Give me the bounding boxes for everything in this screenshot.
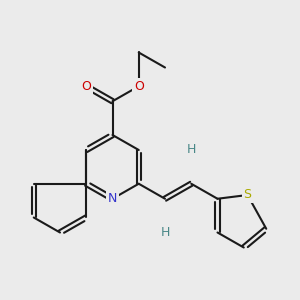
Text: H: H: [160, 226, 170, 239]
Text: H: H: [187, 143, 196, 157]
Text: S: S: [244, 188, 251, 202]
Text: O: O: [81, 80, 91, 93]
Text: O: O: [134, 80, 144, 93]
Text: N: N: [108, 192, 117, 205]
